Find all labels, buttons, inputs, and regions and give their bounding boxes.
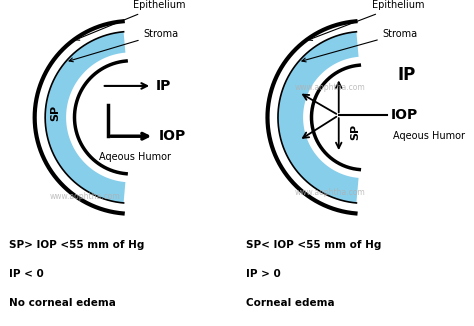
Text: IP > 0: IP > 0 [246,269,281,279]
Text: www.aophtha.com: www.aophtha.com [50,192,120,201]
Text: No corneal edema: No corneal edema [9,298,116,308]
Text: IP: IP [156,79,172,93]
Text: Stroma: Stroma [302,29,418,62]
Polygon shape [45,32,126,203]
Text: IP < 0: IP < 0 [9,269,44,279]
Text: Aqeous Humor: Aqeous Humor [393,131,465,141]
Text: Corneal edema: Corneal edema [246,298,335,308]
Text: SP: SP [350,124,361,140]
Text: SP> IOP <55 mm of Hg: SP> IOP <55 mm of Hg [9,240,145,250]
Text: Aqeous Humor: Aqeous Humor [99,152,171,162]
Text: SP: SP [51,105,61,121]
Text: www.aophtha.com: www.aophtha.com [295,188,366,197]
Text: Epithelium: Epithelium [75,0,186,40]
Polygon shape [278,32,359,203]
Text: www.aophtha.com: www.aophtha.com [295,83,366,92]
Text: Stroma: Stroma [69,29,179,62]
Text: SP< IOP <55 mm of Hg: SP< IOP <55 mm of Hg [246,240,382,250]
Text: IOP: IOP [391,108,419,122]
Text: Epithelium: Epithelium [308,0,425,40]
Text: IOP: IOP [158,129,185,143]
Text: IP: IP [397,67,416,84]
